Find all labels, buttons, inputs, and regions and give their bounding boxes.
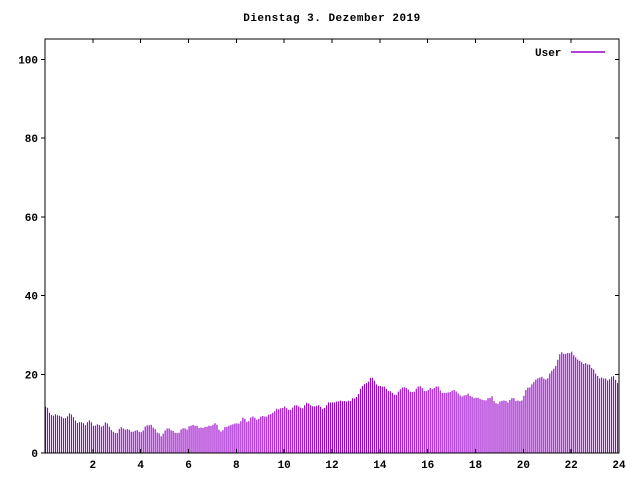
svg-text:20: 20: [25, 370, 38, 382]
svg-text:24: 24: [612, 460, 626, 472]
svg-text:User: User: [535, 48, 561, 60]
svg-text:6: 6: [185, 460, 192, 472]
svg-text:Dienstag 3. Dezember 2019: Dienstag 3. Dezember 2019: [243, 13, 421, 25]
svg-text:8: 8: [233, 460, 240, 472]
svg-text:18: 18: [469, 460, 483, 472]
svg-text:20: 20: [517, 460, 530, 472]
svg-text:100: 100: [18, 55, 38, 67]
svg-text:12: 12: [325, 460, 338, 472]
svg-text:60: 60: [25, 213, 38, 225]
svg-text:22: 22: [565, 460, 578, 472]
svg-text:40: 40: [25, 292, 38, 304]
svg-text:2: 2: [90, 460, 97, 472]
svg-text:16: 16: [421, 460, 434, 472]
svg-text:0: 0: [31, 449, 38, 461]
svg-text:4: 4: [137, 460, 144, 472]
svg-text:80: 80: [25, 134, 38, 146]
svg-text:10: 10: [278, 460, 291, 472]
svg-text:14: 14: [373, 460, 387, 472]
